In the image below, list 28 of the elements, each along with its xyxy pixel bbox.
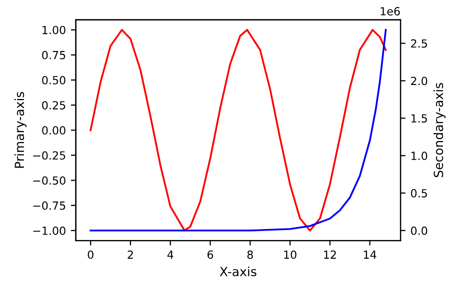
y-axis-title: Primary-axis bbox=[14, 92, 27, 168]
y-tick-label: −1.00 bbox=[33, 226, 66, 235]
y-tick-label: −0.50 bbox=[33, 176, 66, 185]
x-tick-label: 12 bbox=[324, 250, 336, 259]
y-tick-label: 0.00 bbox=[42, 126, 66, 135]
x-tick-label: 4 bbox=[167, 250, 174, 259]
x-tick-label: 0 bbox=[88, 250, 94, 259]
y2-tick-label: 0.5 bbox=[410, 189, 427, 198]
x-tick-label: 14 bbox=[364, 250, 376, 259]
x-tick-label: 6 bbox=[208, 250, 214, 259]
y-tick-label: −0.25 bbox=[33, 151, 66, 160]
y-tick-label: 0.25 bbox=[42, 101, 66, 110]
x-axis-title: X-axis bbox=[220, 266, 256, 276]
y-tick-label: 0.50 bbox=[42, 76, 66, 84]
line-series bbox=[90, 28, 387, 232]
y2-tick-label: 2.0 bbox=[411, 76, 428, 86]
y2-tick-label: 1.0 bbox=[411, 152, 428, 160]
y2-tick-label: 2.5 bbox=[411, 39, 427, 48]
x-tick-label: 10 bbox=[284, 250, 296, 259]
y-tick-label: 0.75 bbox=[42, 50, 66, 60]
y2-tick-label: 0.0 bbox=[410, 226, 428, 235]
x-tick-label: 2 bbox=[128, 250, 133, 259]
y2-axis-title: Secondary-axis bbox=[433, 83, 446, 178]
x-tick-label: 8 bbox=[247, 250, 253, 259]
y-tick-label: 1.00 bbox=[42, 26, 66, 34]
text: 1e6 bbox=[380, 7, 400, 16]
y-tick-label: −0.75 bbox=[33, 201, 66, 210]
y2-tick-label: 1.5 bbox=[411, 114, 427, 123]
